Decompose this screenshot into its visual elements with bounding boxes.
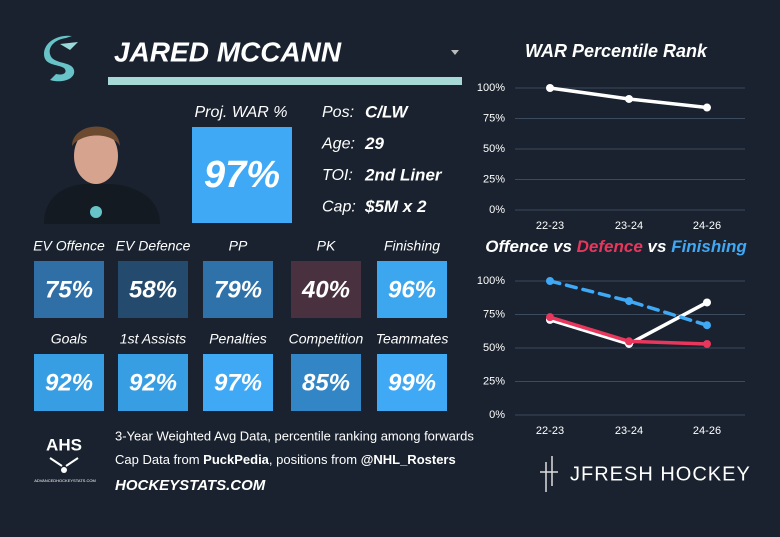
footer-note: 3-Year Weighted Avg Data, percentile ran… <box>115 428 474 443</box>
stat-value: 96% <box>388 276 436 303</box>
stat-label: Finishing <box>384 238 440 254</box>
y-tick-label: 75% <box>483 308 505 320</box>
brand-name: JFRESH HOCKEY <box>570 463 751 485</box>
info-value: 29 <box>364 134 384 153</box>
stat-tile <box>291 354 361 411</box>
stat-value: 99% <box>388 369 436 396</box>
stat-label: EV Offence <box>33 238 105 254</box>
x-tick-label: 24-26 <box>693 425 721 437</box>
stat-value: 97% <box>214 369 262 396</box>
data-point <box>546 84 554 92</box>
player-photo <box>44 126 160 224</box>
stat-label: Penalties <box>209 331 267 347</box>
proj-war-label: Proj. WAR % <box>194 104 287 121</box>
credit-text: Cap Data from <box>115 452 203 467</box>
x-tick-label: 22-23 <box>536 220 564 232</box>
data-point <box>703 321 711 330</box>
stat-label: Goals <box>51 331 88 347</box>
y-tick-label: 50% <box>483 342 505 354</box>
title-joiner: vs <box>553 237 572 256</box>
info-block: Pos: C/LW Age: 29 TOI: 2nd Liner Cap: $5M x 2 <box>321 102 443 216</box>
stat-value: 85% <box>302 369 350 396</box>
y-tick-label: 0% <box>489 409 505 421</box>
dropdown-toggle[interactable] <box>451 50 459 55</box>
brand-logo <box>540 456 558 492</box>
stat-tile <box>377 261 447 318</box>
stat-tile <box>203 261 273 318</box>
title-joiner: vs <box>648 237 667 256</box>
info-label: Age: <box>321 136 355 153</box>
info-value: $5M x 2 <box>364 197 427 216</box>
y-tick-label: 25% <box>483 173 505 185</box>
stat-label: Teammates <box>376 331 449 347</box>
stat-value: 58% <box>129 276 177 303</box>
stat-tile <box>34 261 104 318</box>
series-line <box>548 279 709 327</box>
stat-label: Competition <box>289 331 364 347</box>
stat-value: 40% <box>301 276 350 303</box>
info-value: C/LW <box>365 102 409 121</box>
x-tick-label: 24-26 <box>693 220 721 232</box>
x-tick-label: 23-24 <box>615 425 643 437</box>
credit-text: , positions from <box>269 452 361 467</box>
ahs-logo: AHS ADVANCEDHOCKEYSTATS.COM <box>34 435 96 483</box>
y-tick-label: 0% <box>489 204 505 216</box>
name-underline <box>108 77 462 85</box>
stat-label: 1st Assists <box>120 331 186 347</box>
proj-war-box <box>192 127 292 223</box>
info-label: TOI: <box>322 167 353 184</box>
stat-label: PP <box>229 238 248 254</box>
ahs-small: ADVANCEDHOCKEYSTATS.COM <box>34 478 96 483</box>
stat-tile <box>118 261 188 318</box>
x-tick-label: 22-23 <box>536 425 564 437</box>
ahs-text: AHS <box>46 435 82 454</box>
stat-tile <box>118 354 188 411</box>
team-logo <box>44 35 78 82</box>
chart-title: WAR Percentile Rank <box>525 41 708 61</box>
stat-value: 92% <box>129 369 177 396</box>
footer-credits: Cap Data from PuckPedia, positions from … <box>115 452 456 467</box>
stat-label: EV Defence <box>116 238 191 254</box>
y-tick-label: 75% <box>483 112 505 124</box>
data-point <box>625 337 633 346</box>
stat-value: 75% <box>45 276 93 303</box>
credit-link: PuckPedia <box>203 452 270 467</box>
proj-war-value: 97% <box>204 154 280 196</box>
info-label: Pos: <box>322 104 354 121</box>
title-series: Offence <box>485 237 548 256</box>
data-point <box>546 313 554 322</box>
stat-value: 79% <box>214 276 262 303</box>
x-tick-label: 23-24 <box>615 220 643 232</box>
info-label: Cap: <box>322 199 356 216</box>
y-tick-label: 50% <box>483 143 505 155</box>
stat-value: 92% <box>45 369 93 396</box>
stat-label: PK <box>317 238 336 254</box>
data-point <box>546 277 554 285</box>
info-value: 2nd Liner <box>364 165 443 184</box>
stat-tile <box>291 261 361 318</box>
title-series: Defence <box>577 237 643 256</box>
title-series: Finishing <box>671 237 747 256</box>
stat-tile <box>377 354 447 411</box>
data-point <box>703 298 711 307</box>
y-tick-label: 100% <box>477 275 505 287</box>
chart-title: Offence vs Defence vs Finishing <box>485 237 747 256</box>
data-point <box>625 94 633 103</box>
data-point <box>703 103 711 112</box>
data-point <box>703 339 711 348</box>
stat-tiles: EV Offence 75% EV Defence 58% PP 79% PK 40% Fini… <box>33 238 448 411</box>
y-tick-label: 100% <box>477 82 505 94</box>
footer-site: HOCKEYSTATS.COM <box>115 477 266 494</box>
player-name: JARED MCCANN <box>114 36 342 67</box>
credit-link: @NHL_Rosters <box>361 452 456 467</box>
data-point <box>625 297 633 306</box>
stat-tile <box>34 354 104 411</box>
stat-tile <box>203 354 273 411</box>
y-tick-label: 25% <box>483 375 505 387</box>
